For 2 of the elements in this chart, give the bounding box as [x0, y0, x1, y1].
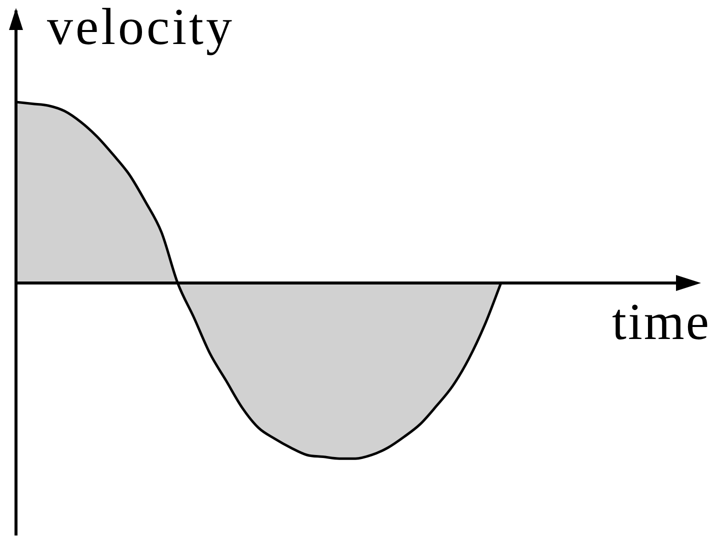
x-axis-title: time	[612, 294, 710, 351]
y-axis-title: velocity	[47, 0, 235, 56]
